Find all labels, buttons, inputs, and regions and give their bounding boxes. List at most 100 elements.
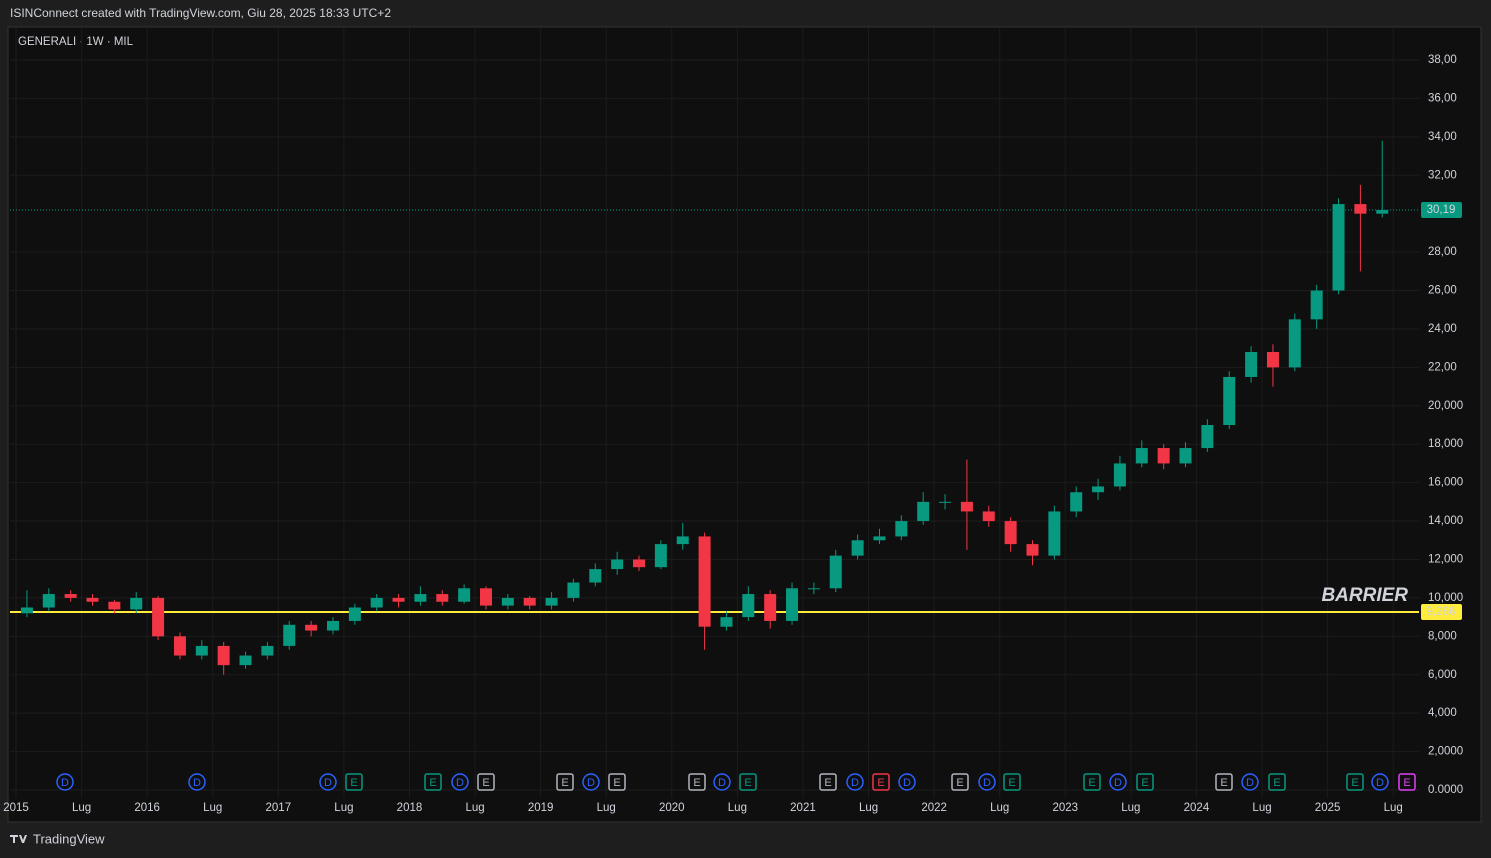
candle (479, 586, 492, 610)
candle (1223, 371, 1236, 429)
x-tick-label: 2015 (3, 802, 29, 814)
dividend-marker (582, 773, 600, 791)
candle-body (370, 597, 383, 608)
candle (917, 492, 930, 525)
dividend-marker (1109, 773, 1127, 791)
candle (152, 595, 165, 641)
earnings-marker (739, 773, 757, 791)
candle (501, 594, 514, 610)
earnings-marker (1215, 773, 1233, 791)
y-tick-label: 0.0000 (1428, 784, 1463, 796)
candle-body (1266, 352, 1279, 368)
candle-body (1310, 290, 1323, 320)
x-tick-label: 2017 (266, 802, 292, 814)
event-label: E (693, 777, 700, 789)
y-tick-label: 8,000 (1428, 630, 1457, 642)
event-label: E (350, 777, 357, 789)
candle (698, 532, 711, 650)
candle (1354, 184, 1367, 272)
event-label: D (983, 777, 991, 789)
chart-title: GENERALI · 1W · MIL (18, 36, 134, 48)
y-tick-label: 18,000 (1428, 438, 1463, 450)
x-tick-label: Lug (1384, 802, 1403, 814)
y-tick-label: 14,000 (1428, 515, 1463, 527)
x-tick-label: 2016 (134, 802, 160, 814)
x-tick-label: Lug (728, 802, 747, 814)
candle-body (1157, 448, 1170, 464)
candle-body (86, 597, 99, 602)
event-label: D (587, 777, 595, 789)
event-label: E (1088, 777, 1095, 789)
candle (348, 603, 361, 625)
earnings-marker (951, 773, 969, 791)
x-tick-label: Lug (334, 802, 353, 814)
earnings-marker (556, 773, 574, 791)
x-tick-label: 2021 (790, 802, 816, 814)
x-tick-label: 2024 (1184, 802, 1210, 814)
event-label: D (456, 777, 464, 789)
candle-body (1135, 448, 1148, 464)
candle-body (173, 636, 186, 656)
candle (654, 540, 667, 570)
candle (64, 590, 77, 602)
candle-body (1092, 486, 1105, 493)
candle (283, 620, 296, 650)
event-label: D (718, 777, 726, 789)
earnings-marker (1136, 773, 1154, 791)
earnings-marker (1083, 773, 1101, 791)
candle-body (1332, 204, 1345, 291)
candle-body (960, 501, 973, 512)
y-tick-label: 36,00 (1428, 92, 1457, 104)
event-label: E (877, 777, 884, 789)
y-tick-label: 24,00 (1428, 323, 1457, 335)
candle (851, 534, 864, 560)
last-price-label: 30,19 (1427, 204, 1456, 216)
event-label: E (1351, 777, 1358, 789)
x-tick-label: Lug (465, 802, 484, 814)
earnings-marker (872, 773, 890, 791)
y-tick-label: 34,00 (1428, 131, 1457, 143)
candle (86, 594, 99, 606)
event-label: D (903, 777, 911, 789)
logo (10, 835, 27, 843)
candle (261, 642, 274, 660)
candle-body (851, 540, 864, 556)
y-tick-label: 12,000 (1428, 554, 1463, 566)
event-label: E (429, 777, 436, 789)
candle-body (414, 594, 427, 602)
candle-body (217, 645, 230, 666)
y-tick-label: 38,00 (1428, 54, 1457, 66)
candle-body (1179, 448, 1192, 464)
y-tick-label: 4,000 (1428, 707, 1457, 719)
event-label: E (1141, 777, 1148, 789)
candle (414, 586, 427, 606)
candle-body (654, 544, 667, 568)
earnings-marker (1003, 773, 1021, 791)
candle-body (436, 594, 449, 602)
footer: TradingView (33, 831, 105, 846)
candle (764, 590, 777, 629)
candle (895, 515, 908, 541)
candle (1288, 313, 1301, 372)
candle (829, 549, 842, 593)
dividend-marker (713, 773, 731, 791)
earnings-marker (424, 773, 442, 791)
candle (392, 594, 405, 608)
x-tick-label: Lug (859, 802, 878, 814)
event-label: D (1246, 777, 1254, 789)
earnings-marker (1346, 773, 1364, 791)
candle (1113, 455, 1126, 491)
candle-body (742, 594, 755, 618)
candle-body (982, 511, 995, 522)
x-tick-label: 2018 (397, 802, 423, 814)
candle-body (1288, 319, 1301, 368)
candle-body (633, 559, 646, 568)
candle (195, 640, 208, 660)
x-tick-label: 2025 (1315, 802, 1341, 814)
candle-body (939, 501, 952, 503)
candle (545, 592, 558, 610)
candle-body (1245, 352, 1258, 377)
candle-body (108, 601, 121, 610)
candle (676, 522, 689, 550)
candle (1179, 442, 1192, 468)
